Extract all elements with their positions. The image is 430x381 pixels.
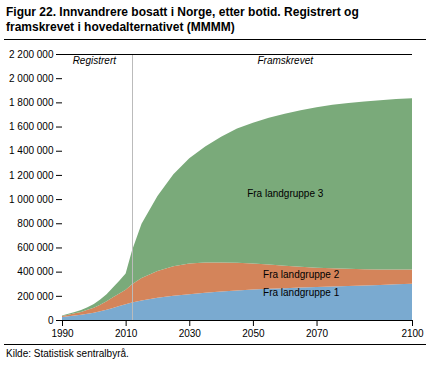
html-text:Kilde: Statistisk sentralbyrå.: Kilde: Statistisk sentralbyrå. bbox=[6, 348, 129, 359]
svg-text:2100: 2100 bbox=[401, 328, 424, 339]
svg-text:1 200 000: 1 200 000 bbox=[9, 170, 54, 181]
svg-text:Fra landgruppe 1: Fra landgruppe 1 bbox=[263, 287, 340, 298]
svg-text:1 000 000: 1 000 000 bbox=[9, 194, 54, 205]
svg-text:Fra landgruppe 2: Fra landgruppe 2 bbox=[263, 269, 340, 280]
svg-text:Registrert: Registrert bbox=[73, 55, 118, 66]
svg-text:2030: 2030 bbox=[179, 328, 202, 339]
svg-text:2070: 2070 bbox=[306, 328, 329, 339]
svg-text:400 000: 400 000 bbox=[17, 266, 54, 277]
svg-text:0: 0 bbox=[48, 315, 54, 326]
svg-text:2050: 2050 bbox=[242, 328, 265, 339]
svg-text:200 000: 200 000 bbox=[17, 291, 54, 302]
svg-text:2 200 000: 2 200 000 bbox=[9, 49, 54, 60]
svg-text:1 600 000: 1 600 000 bbox=[9, 121, 54, 132]
html-text:Figur 22. Innvandrere bosatt i: Figur 22. Innvandrere bosatt i Norge, et… bbox=[6, 5, 359, 34]
svg-text:2010: 2010 bbox=[115, 328, 138, 339]
svg-text:Fra landgruppe 3: Fra landgruppe 3 bbox=[247, 188, 324, 199]
svg-text:800 000: 800 000 bbox=[17, 218, 54, 229]
svg-text:1990: 1990 bbox=[51, 328, 74, 339]
svg-text:Framskrevet: Framskrevet bbox=[257, 55, 314, 66]
svg-text:2 000 000: 2 000 000 bbox=[9, 73, 54, 84]
svg-text:1 400 000: 1 400 000 bbox=[9, 145, 54, 156]
svg-text:600 000: 600 000 bbox=[17, 242, 54, 253]
svg-text:1 800 000: 1 800 000 bbox=[9, 97, 54, 108]
